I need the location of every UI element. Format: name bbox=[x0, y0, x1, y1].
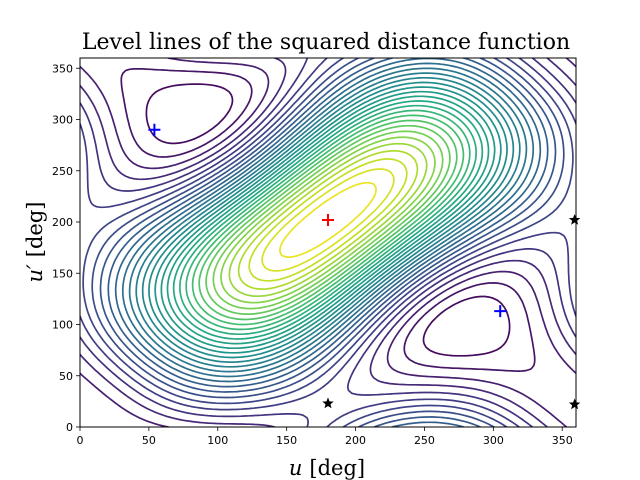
contour-level bbox=[248, 158, 408, 282]
contour-level bbox=[80, 58, 576, 427]
x-tick-label: 300 bbox=[483, 434, 504, 447]
contour-level bbox=[166, 95, 490, 345]
minimum-marker bbox=[494, 305, 507, 318]
minimum-marker bbox=[148, 123, 161, 136]
x-tick-label: 150 bbox=[276, 434, 297, 447]
contour-lines bbox=[80, 58, 576, 427]
contour-level bbox=[212, 130, 444, 310]
x-tick-label: 50 bbox=[142, 434, 156, 447]
contour-level bbox=[185, 109, 471, 331]
x-axis-variable: u bbox=[289, 456, 303, 480]
contour-level bbox=[135, 72, 521, 368]
y-tick-label: 150 bbox=[52, 267, 73, 280]
contour-level bbox=[141, 76, 515, 363]
maximum-marker bbox=[322, 213, 334, 226]
contour-level bbox=[121, 62, 535, 378]
y-tick-label: 100 bbox=[52, 319, 73, 332]
contour-level bbox=[120, 67, 536, 372]
y-tick-label: 300 bbox=[52, 114, 73, 127]
x-tick-label: 100 bbox=[207, 434, 228, 447]
y-tick-label: 50 bbox=[59, 370, 73, 383]
contour-level bbox=[220, 136, 436, 304]
contour-level bbox=[191, 114, 465, 326]
contour-level bbox=[128, 67, 528, 373]
x-tick-label: 350 bbox=[552, 434, 573, 447]
x-axis-label: u [deg] bbox=[289, 456, 365, 480]
contour-level bbox=[160, 90, 496, 350]
y-axis-ticks: 0 50 100 150 200 250 300 350 bbox=[52, 62, 80, 434]
contour-level bbox=[145, 83, 511, 357]
contour-level bbox=[148, 81, 508, 359]
saddle-marker bbox=[568, 213, 581, 225]
contour-level bbox=[228, 142, 428, 298]
contour-level bbox=[99, 58, 557, 427]
contour-level bbox=[205, 124, 451, 315]
x-tick-label: 0 bbox=[77, 434, 84, 447]
contour-level bbox=[237, 149, 419, 290]
chart-title: Level lines of the squared distance func… bbox=[82, 30, 570, 55]
contour-level bbox=[179, 104, 477, 336]
plot-frame bbox=[79, 57, 577, 428]
x-axis-unit: [deg] bbox=[309, 456, 365, 480]
y-axis-variable: u′ bbox=[23, 264, 47, 283]
contour-level bbox=[114, 58, 542, 383]
contour-level bbox=[261, 168, 395, 272]
y-tick-label: 200 bbox=[52, 216, 73, 229]
x-axis-ticks: 0 50 100 150 200 250 300 350 bbox=[77, 427, 573, 447]
contour-level bbox=[279, 181, 377, 258]
y-axis-label: u′ [deg] bbox=[23, 202, 47, 283]
contour-level bbox=[154, 86, 502, 354]
saddle-marker bbox=[322, 397, 334, 409]
y-tick-label: 0 bbox=[66, 421, 73, 434]
contour-level bbox=[198, 119, 458, 321]
y-axis-unit: [deg] bbox=[23, 202, 47, 258]
contour-level bbox=[91, 58, 565, 427]
contour-level bbox=[172, 100, 484, 340]
x-tick-label: 250 bbox=[414, 434, 435, 447]
y-tick-label: 350 bbox=[52, 62, 73, 75]
saddle-marker bbox=[568, 398, 581, 410]
contour-level bbox=[80, 58, 576, 427]
x-tick-label: 200 bbox=[345, 434, 366, 447]
critical-point-markers bbox=[148, 123, 581, 410]
y-tick-label: 250 bbox=[52, 165, 73, 178]
